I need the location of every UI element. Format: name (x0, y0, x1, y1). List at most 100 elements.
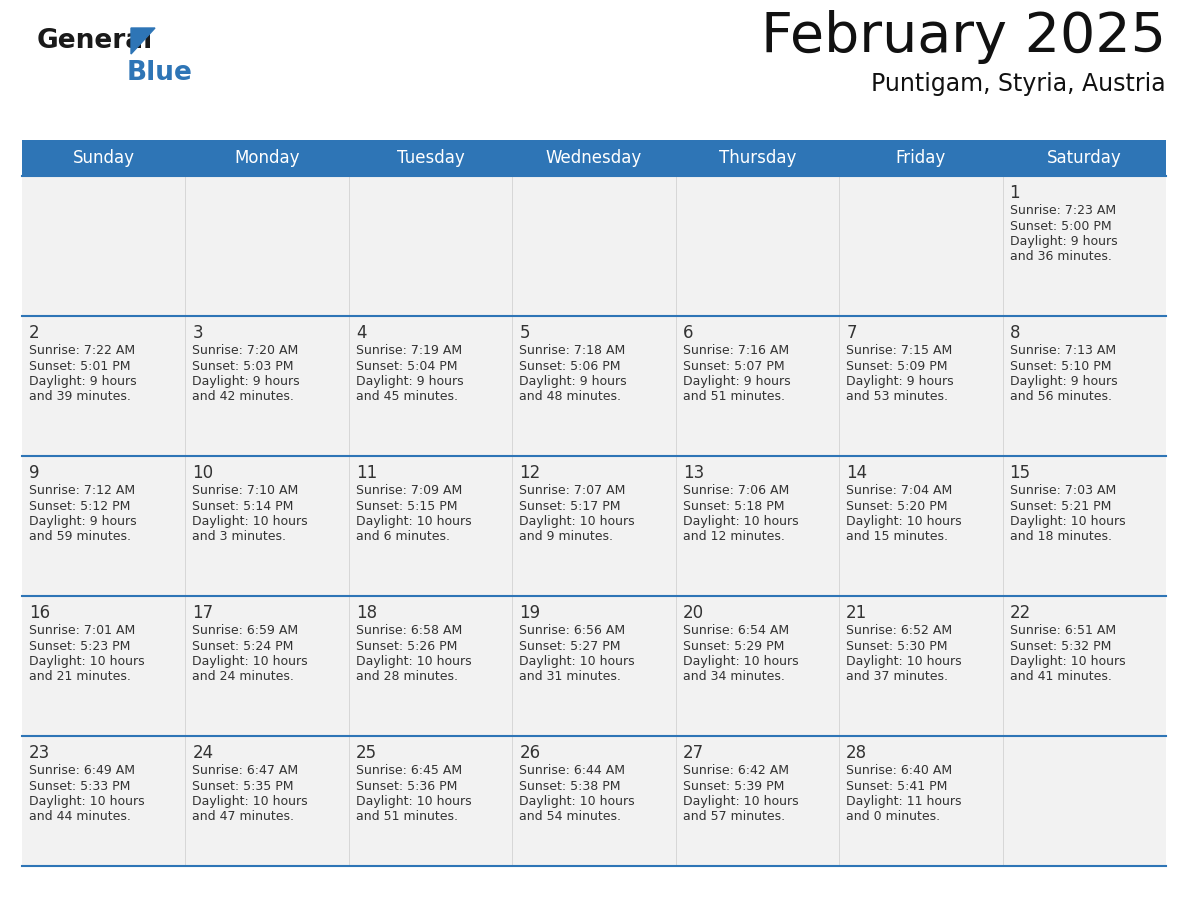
Text: 10: 10 (192, 464, 214, 482)
Text: 15: 15 (1010, 464, 1031, 482)
Bar (839, 596, 1003, 736)
Text: and 9 minutes.: and 9 minutes. (519, 531, 613, 543)
Bar (512, 596, 676, 736)
Text: Daylight: 10 hours: Daylight: 10 hours (29, 795, 145, 808)
Text: Sunset: 5:32 PM: Sunset: 5:32 PM (1010, 640, 1111, 653)
Text: Daylight: 9 hours: Daylight: 9 hours (356, 375, 463, 388)
Text: Friday: Friday (896, 149, 946, 167)
Text: 9: 9 (29, 464, 39, 482)
Text: and 42 minutes.: and 42 minutes. (192, 390, 295, 404)
Text: 8: 8 (1010, 324, 1020, 342)
Polygon shape (131, 28, 154, 54)
Text: Sunrise: 6:45 AM: Sunrise: 6:45 AM (356, 764, 462, 777)
Bar (676, 176, 839, 316)
Text: Sunrise: 6:52 AM: Sunrise: 6:52 AM (846, 624, 953, 637)
Text: Sunrise: 7:10 AM: Sunrise: 7:10 AM (192, 484, 298, 497)
Text: and 21 minutes.: and 21 minutes. (29, 670, 131, 684)
Bar (23, 456, 185, 596)
Text: Daylight: 10 hours: Daylight: 10 hours (683, 655, 798, 668)
Text: 16: 16 (29, 604, 50, 622)
Text: Sunset: 5:12 PM: Sunset: 5:12 PM (29, 499, 131, 512)
Text: Sunset: 5:07 PM: Sunset: 5:07 PM (683, 360, 784, 373)
Text: Tuesday: Tuesday (397, 149, 465, 167)
Text: Thursday: Thursday (719, 149, 796, 167)
Bar (839, 736, 1003, 866)
Bar (349, 176, 512, 316)
Text: Sunrise: 7:19 AM: Sunrise: 7:19 AM (356, 344, 462, 357)
Text: 23: 23 (29, 744, 50, 762)
Bar (185, 456, 349, 596)
Bar (349, 736, 512, 866)
Bar (676, 596, 839, 736)
Text: Sunrise: 7:13 AM: Sunrise: 7:13 AM (1010, 344, 1116, 357)
Text: Daylight: 10 hours: Daylight: 10 hours (683, 515, 798, 528)
Text: Sunset: 5:10 PM: Sunset: 5:10 PM (1010, 360, 1111, 373)
Bar (1003, 176, 1165, 316)
Text: Sunrise: 7:16 AM: Sunrise: 7:16 AM (683, 344, 789, 357)
Text: Sunset: 5:41 PM: Sunset: 5:41 PM (846, 779, 948, 792)
Bar (839, 176, 1003, 316)
Text: Sunset: 5:17 PM: Sunset: 5:17 PM (519, 499, 621, 512)
Text: Sunset: 5:18 PM: Sunset: 5:18 PM (683, 499, 784, 512)
Text: 1: 1 (1010, 184, 1020, 202)
Text: Sunrise: 6:51 AM: Sunrise: 6:51 AM (1010, 624, 1116, 637)
Text: Sunrise: 6:56 AM: Sunrise: 6:56 AM (519, 624, 625, 637)
Text: and 6 minutes.: and 6 minutes. (356, 531, 450, 543)
Text: Sunrise: 7:04 AM: Sunrise: 7:04 AM (846, 484, 953, 497)
Text: 14: 14 (846, 464, 867, 482)
Text: 28: 28 (846, 744, 867, 762)
Text: Sunrise: 6:54 AM: Sunrise: 6:54 AM (683, 624, 789, 637)
Bar (676, 456, 839, 596)
Text: and 45 minutes.: and 45 minutes. (356, 390, 457, 404)
Text: Sunrise: 7:07 AM: Sunrise: 7:07 AM (519, 484, 626, 497)
Bar (23, 176, 185, 316)
Text: and 59 minutes.: and 59 minutes. (29, 531, 131, 543)
Bar (1003, 736, 1165, 866)
Text: and 41 minutes.: and 41 minutes. (1010, 670, 1112, 684)
Text: Daylight: 9 hours: Daylight: 9 hours (1010, 235, 1117, 248)
Text: Sunrise: 7:06 AM: Sunrise: 7:06 AM (683, 484, 789, 497)
Bar (512, 316, 676, 456)
Text: Sunrise: 7:01 AM: Sunrise: 7:01 AM (29, 624, 135, 637)
Text: Sunset: 5:04 PM: Sunset: 5:04 PM (356, 360, 457, 373)
Text: Sunrise: 6:47 AM: Sunrise: 6:47 AM (192, 764, 298, 777)
Text: Sunset: 5:06 PM: Sunset: 5:06 PM (519, 360, 621, 373)
Text: Daylight: 9 hours: Daylight: 9 hours (1010, 375, 1117, 388)
Text: Sunset: 5:03 PM: Sunset: 5:03 PM (192, 360, 293, 373)
Bar (185, 596, 349, 736)
Text: Daylight: 10 hours: Daylight: 10 hours (1010, 655, 1125, 668)
Text: 12: 12 (519, 464, 541, 482)
Bar (349, 596, 512, 736)
Text: Sunset: 5:39 PM: Sunset: 5:39 PM (683, 779, 784, 792)
Bar (185, 736, 349, 866)
Bar (1003, 596, 1165, 736)
Text: and 3 minutes.: and 3 minutes. (192, 531, 286, 543)
Text: 4: 4 (356, 324, 366, 342)
Text: Sunset: 5:27 PM: Sunset: 5:27 PM (519, 640, 621, 653)
Text: Sunset: 5:20 PM: Sunset: 5:20 PM (846, 499, 948, 512)
Text: 22: 22 (1010, 604, 1031, 622)
Text: 17: 17 (192, 604, 214, 622)
Text: Sunset: 5:26 PM: Sunset: 5:26 PM (356, 640, 457, 653)
Text: Sunset: 5:30 PM: Sunset: 5:30 PM (846, 640, 948, 653)
Text: Sunrise: 7:12 AM: Sunrise: 7:12 AM (29, 484, 135, 497)
Text: Daylight: 9 hours: Daylight: 9 hours (683, 375, 790, 388)
Text: Daylight: 10 hours: Daylight: 10 hours (1010, 515, 1125, 528)
Bar (23, 316, 185, 456)
Text: and 51 minutes.: and 51 minutes. (356, 811, 457, 823)
Bar (349, 316, 512, 456)
Text: and 0 minutes.: and 0 minutes. (846, 811, 940, 823)
Text: Daylight: 9 hours: Daylight: 9 hours (29, 375, 137, 388)
Text: Sunset: 5:33 PM: Sunset: 5:33 PM (29, 779, 131, 792)
Text: Sunset: 5:00 PM: Sunset: 5:00 PM (1010, 219, 1111, 232)
Text: February 2025: February 2025 (762, 10, 1165, 64)
Text: Puntigam, Styria, Austria: Puntigam, Styria, Austria (871, 72, 1165, 96)
Text: 11: 11 (356, 464, 377, 482)
Text: and 18 minutes.: and 18 minutes. (1010, 531, 1112, 543)
Text: Sunrise: 7:20 AM: Sunrise: 7:20 AM (192, 344, 298, 357)
Text: Daylight: 10 hours: Daylight: 10 hours (519, 795, 634, 808)
Text: 19: 19 (519, 604, 541, 622)
Text: and 15 minutes.: and 15 minutes. (846, 531, 948, 543)
Text: Monday: Monday (234, 149, 299, 167)
Text: Sunset: 5:21 PM: Sunset: 5:21 PM (1010, 499, 1111, 512)
